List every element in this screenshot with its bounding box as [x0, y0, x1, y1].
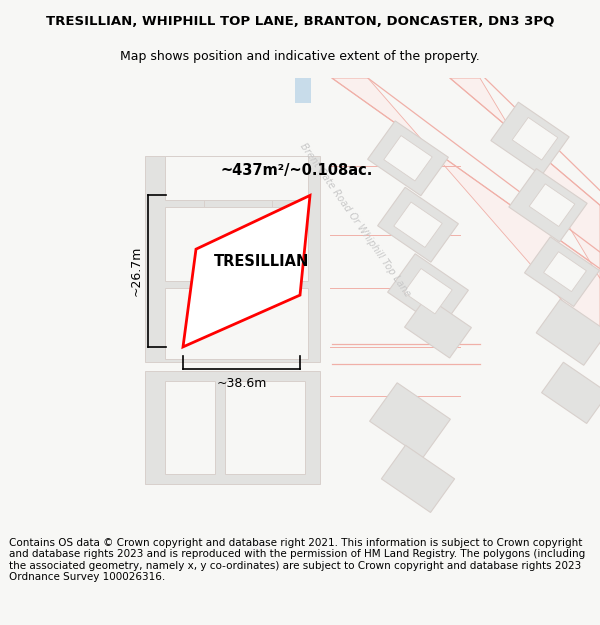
Bar	[295, 78, 311, 102]
Polygon shape	[382, 445, 455, 512]
Polygon shape	[204, 172, 272, 222]
Polygon shape	[491, 102, 569, 176]
Polygon shape	[332, 78, 600, 344]
Polygon shape	[544, 252, 586, 292]
Polygon shape	[404, 269, 452, 314]
Polygon shape	[368, 121, 448, 196]
Polygon shape	[225, 381, 305, 474]
Polygon shape	[529, 184, 575, 226]
Polygon shape	[512, 118, 558, 160]
Polygon shape	[450, 78, 600, 279]
Polygon shape	[509, 169, 587, 242]
Text: ~38.6m: ~38.6m	[217, 377, 266, 389]
Polygon shape	[524, 237, 599, 306]
Polygon shape	[183, 196, 310, 347]
Polygon shape	[145, 156, 320, 362]
Polygon shape	[165, 207, 308, 281]
Text: Map shows position and indicative extent of the property.: Map shows position and indicative extent…	[120, 50, 480, 62]
Polygon shape	[394, 202, 442, 248]
Polygon shape	[165, 381, 215, 474]
Polygon shape	[145, 371, 320, 484]
Text: TRESILLIAN: TRESILLIAN	[214, 254, 310, 269]
Polygon shape	[384, 136, 432, 181]
Polygon shape	[370, 382, 451, 458]
Polygon shape	[165, 288, 308, 359]
Polygon shape	[404, 297, 472, 358]
Text: Brent Gate Road Or Whiphill Top Lane: Brent Gate Road Or Whiphill Top Lane	[298, 141, 412, 299]
Polygon shape	[536, 299, 600, 366]
Text: ~26.7m: ~26.7m	[130, 246, 143, 296]
Polygon shape	[377, 188, 458, 262]
Polygon shape	[165, 156, 308, 200]
Text: Contains OS data © Crown copyright and database right 2021. This information is : Contains OS data © Crown copyright and d…	[9, 538, 585, 582]
Polygon shape	[388, 254, 469, 329]
Polygon shape	[542, 362, 600, 424]
Text: TRESILLIAN, WHIPHILL TOP LANE, BRANTON, DONCASTER, DN3 3PQ: TRESILLIAN, WHIPHILL TOP LANE, BRANTON, …	[46, 16, 554, 28]
Text: ~437m²/~0.108ac.: ~437m²/~0.108ac.	[220, 164, 373, 179]
